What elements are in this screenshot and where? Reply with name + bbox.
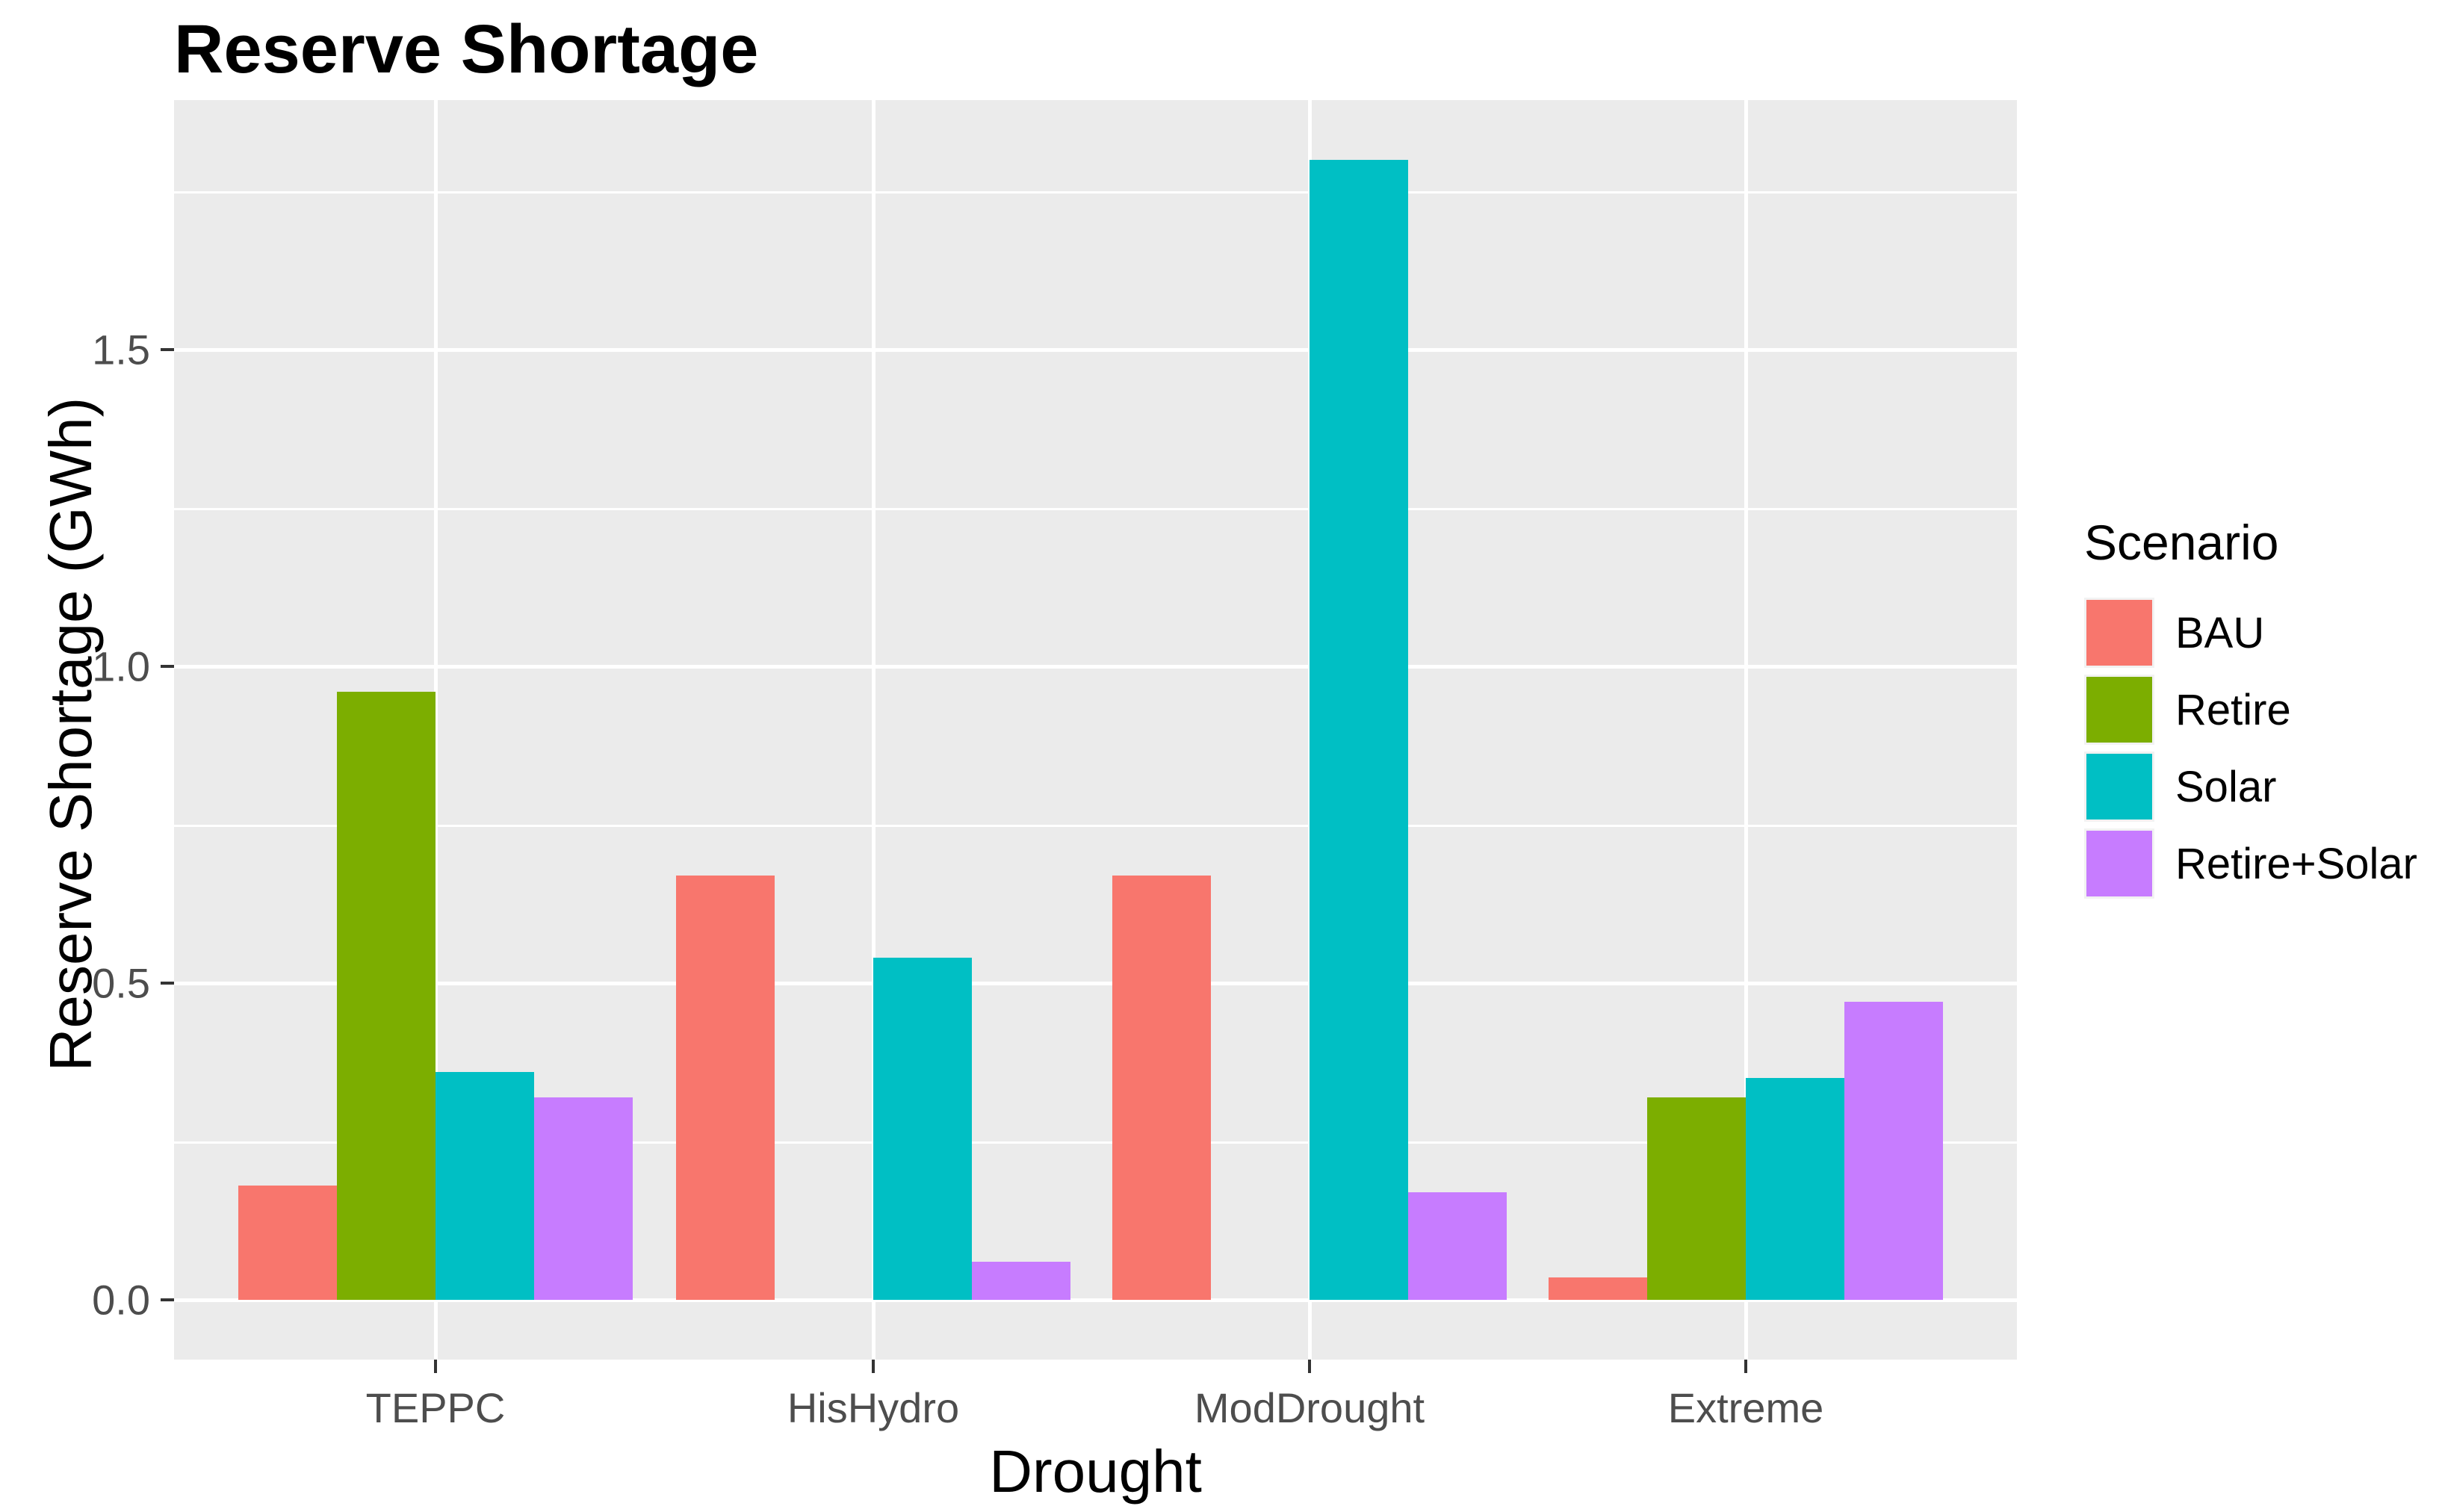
x-tick-label-extreme: Extreme xyxy=(1667,1384,1824,1431)
x-axis-title: Drought xyxy=(989,1438,1202,1505)
bar-teppc-bau xyxy=(238,1186,337,1300)
category-gridline xyxy=(434,100,438,1360)
x-tick-label-teppc: TEPPC xyxy=(365,1384,506,1431)
bar-teppc-solar xyxy=(436,1071,534,1300)
bar-extreme-bau xyxy=(1549,1277,1647,1300)
bar-hishydro-solar xyxy=(873,958,972,1300)
legend-item-retire: Retire xyxy=(2084,675,2417,745)
legend-item-bau: BAU xyxy=(2084,598,2417,668)
legend: Scenario BAU Retire Solar Retire+Solar xyxy=(2084,514,2417,905)
x-tick-mark xyxy=(872,1360,875,1373)
y-tick-label: 0.5 xyxy=(92,959,150,1007)
major-gridline xyxy=(174,665,2017,669)
y-tick-mark xyxy=(161,982,174,985)
bar-extreme-retire-solar xyxy=(1844,1002,1943,1300)
legend-label: Retire+Solar xyxy=(2175,839,2417,888)
bar-hishydro-retire-solar xyxy=(972,1262,1070,1300)
y-tick-label: 1.5 xyxy=(92,326,150,374)
x-tick-mark xyxy=(1744,1360,1747,1373)
minor-gridline xyxy=(174,1141,2017,1144)
category-gridline xyxy=(1744,100,1748,1360)
legend-key xyxy=(2084,752,2154,822)
y-tick-label: 0.0 xyxy=(92,1276,150,1324)
legend-swatch-icon xyxy=(2086,677,2152,743)
legend-key xyxy=(2084,598,2154,668)
legend-swatch-icon xyxy=(2086,600,2152,666)
legend-title: Scenario xyxy=(2084,515,2279,570)
minor-gridline xyxy=(174,508,2017,510)
x-tick-mark xyxy=(434,1360,437,1373)
legend-items: BAU Retire Solar Retire+Solar xyxy=(2084,598,2417,899)
y-tick-mark xyxy=(161,1298,174,1301)
legend-swatch-icon xyxy=(2086,831,2152,896)
legend-key xyxy=(2084,675,2154,745)
legend-label: Retire xyxy=(2175,685,2291,734)
bar-teppc-retire xyxy=(337,691,436,1300)
legend-label: Solar xyxy=(2175,762,2277,811)
y-tick-mark xyxy=(161,348,174,351)
y-axis-title: Reserve Shortage (GWh) xyxy=(37,397,104,1072)
y-tick-label: 1.0 xyxy=(92,642,150,690)
bar-hishydro-bau xyxy=(676,875,775,1300)
legend-label: BAU xyxy=(2175,608,2265,657)
y-tick-mark xyxy=(161,665,174,668)
minor-gridline xyxy=(174,191,2017,193)
chart-title: Reserve Shortage xyxy=(174,11,759,87)
x-tick-mark xyxy=(1308,1360,1311,1373)
plot-panel xyxy=(174,100,2017,1360)
x-tick-label-hishydro: HisHydro xyxy=(787,1384,960,1431)
major-gridline xyxy=(174,982,2017,985)
bar-moddrought-solar xyxy=(1310,159,1408,1300)
legend-item-solar: Solar xyxy=(2084,752,2417,822)
x-tick-label-moddrought: ModDrought xyxy=(1194,1384,1425,1431)
major-gridline xyxy=(174,348,2017,352)
bar-moddrought-retire-solar xyxy=(1408,1192,1507,1300)
minor-gridline xyxy=(174,825,2017,827)
major-gridline xyxy=(174,1298,2017,1302)
bar-extreme-solar xyxy=(1746,1078,1844,1300)
legend-item-retire-solar: Retire+Solar xyxy=(2084,828,2417,899)
legend-key xyxy=(2084,828,2154,899)
bar-moddrought-bau xyxy=(1112,875,1211,1300)
bar-teppc-retire-solar xyxy=(534,1097,633,1300)
legend-swatch-icon xyxy=(2086,754,2152,819)
bar-extreme-retire xyxy=(1647,1097,1746,1300)
category-gridline xyxy=(872,100,876,1360)
